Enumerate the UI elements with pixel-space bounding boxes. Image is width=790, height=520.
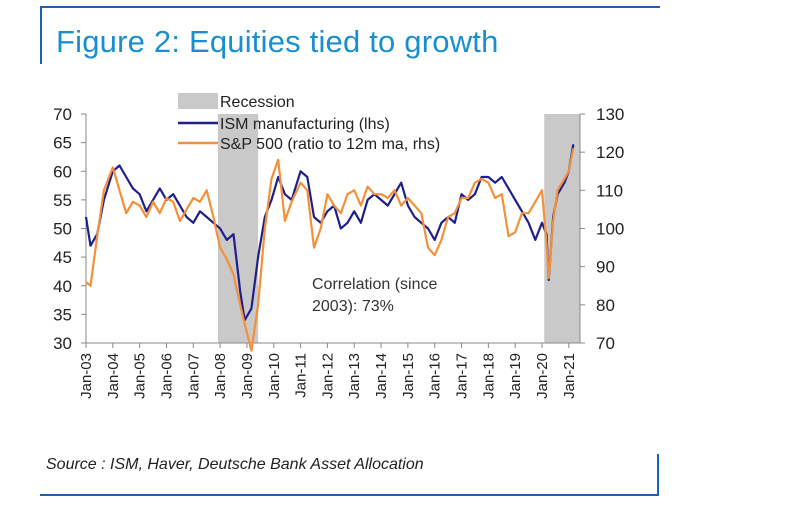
x-tick-label: Jan-17 [454,353,471,399]
y-right-tick-label: 100 [596,220,624,239]
y-left-tick-label: 60 [53,162,72,181]
y-right-tick-label: 110 [596,181,623,200]
y-left-tick-label: 30 [53,334,72,353]
x-tick-label: Jan-08 [212,353,229,399]
source-note: Source : ISM, Haver, Deutsche Bank Asset… [46,456,424,473]
x-tick-label: Jan-07 [185,353,202,399]
recession-band-2 [544,114,580,343]
legend-label-recession: Recession [220,94,295,111]
y-right-tick-label: 120 [596,143,624,162]
sp500-ratio-line [85,148,575,352]
legend-label-sp500: S&P 500 (ratio to 12m ma, rhs) [220,136,440,153]
x-tick-label: Jan-16 [427,353,444,399]
tick-labels-layer: 30 35 40 45 50 55 60 65 70 70 80 90 100 110 120 130 Jan-… [53,105,624,399]
x-tick-label: Jan-11 [293,353,310,398]
x-tick-label: Jan-20 [534,353,551,399]
y-left-tick-label: 50 [53,220,72,239]
frame-bottom-rule [40,494,659,496]
frame-top-rule [40,6,660,8]
y-right-tick-label: 130 [596,105,624,124]
legend-swatch-recession [178,93,218,109]
y-left-tick-label: 40 [53,277,72,296]
ism-manufacturing-line [84,144,575,322]
correlation-annotation-line: 2003): 73% [312,298,394,315]
series-layer [84,144,575,352]
x-tick-label: Jan-06 [158,353,175,399]
y-right-tick-label: 80 [596,296,615,315]
x-tick-label: Jan-03 [78,353,95,399]
x-tick-label: Jan-19 [507,353,524,399]
frame-right-rule [657,454,659,496]
y-left-tick-label: 45 [53,248,72,267]
x-tick-label: Jan-04 [105,353,122,399]
x-tick-label: Jan-12 [319,353,336,399]
x-tick-label: Jan-05 [132,353,149,399]
figure-title: Figure 2: Equities tied to growth [56,24,499,59]
annotation: Correlation (since 2003): 73% [312,276,437,315]
x-tick-label: Jan-21 [561,353,578,399]
x-tick-label: Jan-18 [480,353,497,399]
x-tick-label: Jan-09 [239,353,256,399]
frame-left-rule [40,6,42,64]
y-left-tick-label: 35 [53,305,72,324]
y-right-tick-label: 90 [596,258,615,277]
y-left-tick-label: 70 [53,105,72,124]
legend-label-ism: ISM manufacturing (lhs) [220,116,390,133]
y-left-tick-label: 65 [53,134,72,153]
x-tick-label: Jan-14 [373,353,390,399]
correlation-annotation-line: Correlation (since [312,276,437,293]
x-tick-label: Jan-10 [266,353,283,399]
y-right-tick-label: 70 [596,334,615,353]
x-tick-label: Jan-13 [346,353,363,399]
legend: Recession ISM manufacturing (lhs) S&P 500 … [178,93,440,153]
y-left-tick-label: 55 [53,191,72,210]
x-tick-label: Jan-15 [400,353,417,399]
axes-layer [81,113,585,348]
